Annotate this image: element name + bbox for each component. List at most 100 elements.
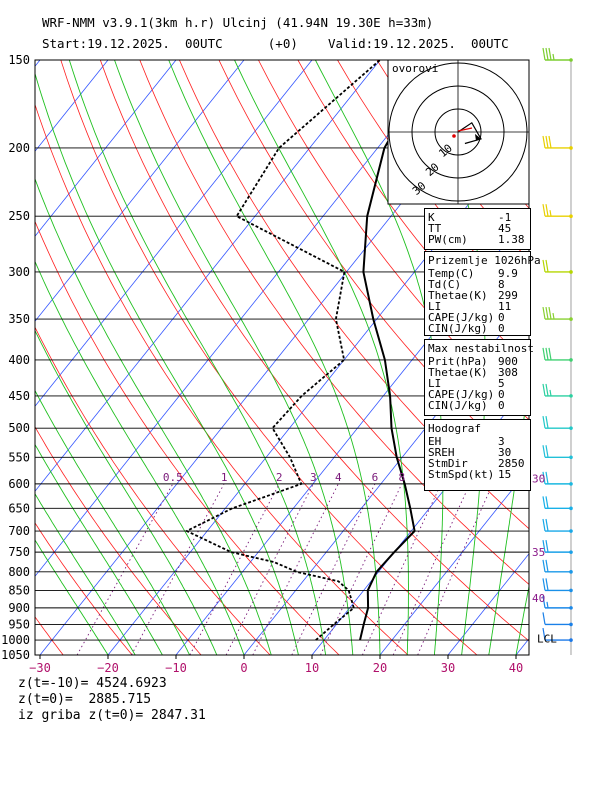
wind-barb-station	[569, 622, 573, 627]
pressure-tick-label: 800	[8, 565, 30, 579]
index-value: 15	[498, 468, 512, 481]
wind-barb-station	[569, 506, 573, 511]
index-label: StmSpd(kt)	[428, 468, 495, 481]
index-row: CAPE(J/kg) 0	[428, 388, 528, 401]
pressure-tick-label: 900	[8, 601, 30, 615]
index-row: CAPE(J/kg) 0	[428, 311, 528, 324]
pressure-tick-label: 600	[8, 477, 30, 491]
index-row: TT 45	[428, 222, 528, 235]
index-value: 1.38	[498, 233, 525, 246]
index-row: LI 11	[428, 300, 528, 313]
index-row: Prit(hPa) 900	[428, 355, 528, 368]
wind-barb-station	[569, 550, 573, 554]
index-row: LI 5	[428, 377, 528, 390]
hodograph-trace	[457, 121, 482, 145]
wind-barb-station	[569, 638, 573, 642]
wind-barb-flag	[542, 627, 546, 641]
wind-barb-flag	[548, 47, 552, 61]
wind-barb-flag	[542, 518, 546, 532]
pressure-tick-label: 1050	[1, 648, 30, 662]
index-row: Td(C) 8	[428, 278, 528, 291]
wind-barb-flag	[545, 259, 549, 273]
index-label: Prit(hPa)	[428, 355, 488, 368]
moist-adiabat-line	[168, 60, 381, 655]
wind-barb-station	[569, 606, 573, 610]
moist-adiabat-line	[35, 72, 299, 655]
mixing-ratio-line	[417, 483, 494, 655]
wind-barb-half-flag	[549, 389, 552, 397]
dewpoint-profile-line	[184, 60, 381, 641]
index-label: EH	[428, 435, 442, 448]
temp-tick-label: 30	[441, 661, 455, 675]
wind-barb-half-flag	[549, 210, 552, 217]
temp-tick-label: −10	[165, 661, 187, 675]
pressure-tick-label: 250	[8, 209, 30, 223]
wind-barb-station	[569, 214, 573, 218]
mixing-ratio-line	[131, 483, 225, 655]
mixing-ratio-line	[320, 483, 403, 655]
temp-tick-label: −20	[97, 661, 119, 675]
wind-barb-station	[569, 317, 573, 321]
wind-barb-flag	[542, 496, 546, 509]
index-row: CIN(J/kg) 0	[428, 399, 528, 412]
wind-barb-flag	[545, 559, 549, 572]
index-row: Thetae(K) 299	[428, 289, 528, 302]
isotherm-line	[35, 60, 177, 237]
isotherm-line	[35, 60, 381, 492]
footer-line-3: iz griba z(t=0)= 2847.31	[18, 708, 206, 723]
mixing-ratio-line	[392, 483, 471, 655]
wind-barb-flag	[542, 135, 546, 149]
index-value: 308	[498, 366, 518, 379]
pressure-tick-label: 850	[8, 583, 30, 597]
wind-barb-flag	[548, 347, 552, 361]
wind-barb-flag	[545, 578, 549, 591]
index-value: 0	[498, 388, 505, 401]
dry-adiabat-line	[35, 326, 271, 655]
index-label: Temp(C)	[428, 267, 475, 280]
wind-barb-flag	[545, 518, 549, 532]
pressure-tick-label: 950	[8, 617, 30, 631]
wind-barb-flag	[542, 595, 546, 608]
wind-barb-flag	[542, 259, 546, 273]
wind-barb-station	[569, 482, 573, 486]
storm-motion-point	[452, 134, 456, 138]
wind-barb-flag	[542, 347, 546, 361]
footer-line-1: z(t=-10)= 4524.6923	[18, 676, 167, 691]
mixing-ratio-line	[291, 483, 376, 655]
wind-barb-flag	[542, 445, 546, 458]
mixing-ratio-label: 2	[276, 471, 283, 484]
index-label: CIN(J/kg)	[428, 322, 488, 335]
header-line-2: Start:19.12.2025. 00UTC (+0) Valid:19.12…	[42, 36, 509, 51]
isotherm-line	[35, 60, 449, 577]
wind-barb-flag	[545, 540, 549, 553]
wind-barb-half-flag	[546, 601, 549, 608]
index-label: Thetae(K)	[428, 366, 488, 379]
index-value: 0	[498, 399, 505, 412]
dry-adiabat-line	[575, 60, 600, 655]
wind-barb-flag	[545, 347, 549, 361]
wind-barb-station	[569, 146, 573, 150]
index-value: 299	[498, 289, 518, 302]
wind-barb-flag	[545, 496, 549, 509]
index-label: K	[428, 211, 435, 224]
index-label: TT	[428, 222, 442, 235]
mixing-ratio-label: 8	[398, 471, 405, 484]
index-value: 3	[498, 435, 505, 448]
moist-adiabat-line	[68, 60, 327, 655]
wind-barb-flag	[545, 471, 549, 484]
pressure-tick-label: 350	[8, 312, 30, 326]
index-box-4: Hodograf EH 3 SREH 30 StmDir 2850 StmSpd(kt) 15	[424, 419, 531, 491]
header-line-1: WRF-NMM v3.9.1(3km h.r) Ulcinj (41.94N 1…	[42, 15, 434, 30]
index-box-2: Prizemlje 1026hPa Temp(C) 9.9 Td(C) 8 Thetae(…	[424, 251, 541, 336]
wind-barb-flag	[542, 471, 546, 484]
mixing-ratio-label: 6	[372, 471, 379, 484]
isotherm-line	[175, 213, 529, 655]
wind-barb-flag	[545, 383, 549, 397]
footer-line-2: z(t=0)= 2885.715	[18, 692, 152, 707]
temp-tick-label: 40	[509, 661, 523, 675]
index-value: 8	[498, 278, 505, 291]
pressure-tick-label: 550	[8, 450, 30, 464]
isotherm-line	[584, 60, 600, 655]
index-box-title: Hodograf	[428, 422, 481, 435]
temperature-profile-line	[359, 60, 436, 641]
